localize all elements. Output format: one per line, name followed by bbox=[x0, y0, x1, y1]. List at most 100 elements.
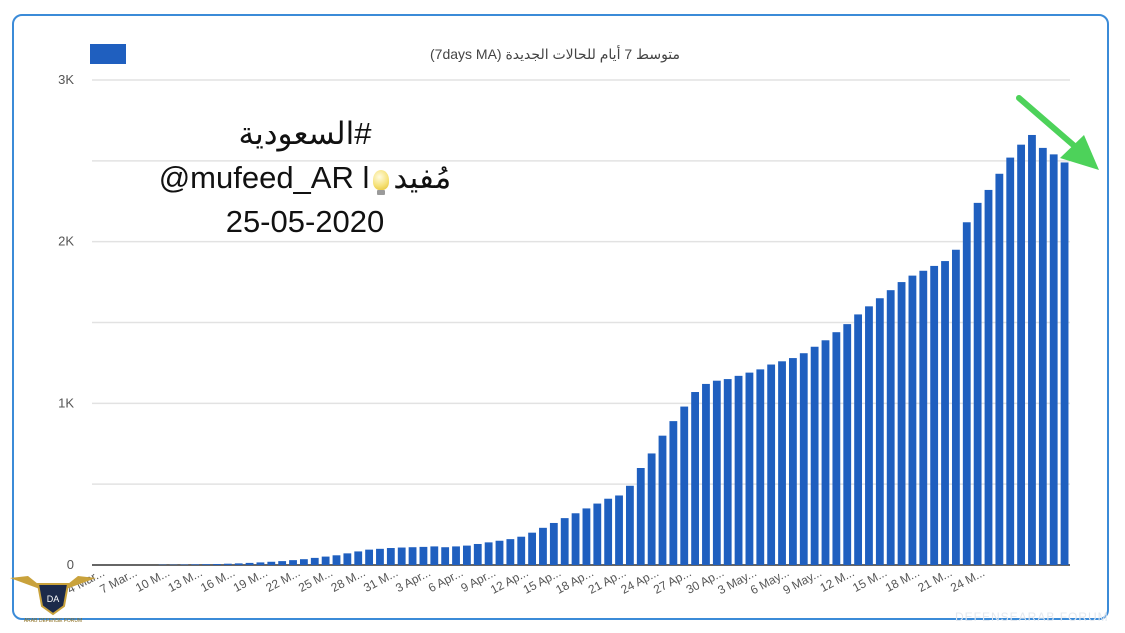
bar[interactable] bbox=[495, 540, 504, 565]
y-axis-ticks: 0 1K 2K 3K bbox=[58, 72, 74, 572]
bar[interactable] bbox=[234, 563, 243, 565]
bar[interactable] bbox=[386, 548, 395, 565]
bar[interactable] bbox=[973, 202, 982, 565]
bar[interactable] bbox=[669, 421, 678, 565]
bar[interactable] bbox=[245, 562, 254, 565]
bar[interactable] bbox=[299, 559, 308, 565]
bar[interactable] bbox=[821, 340, 830, 565]
x-axis-ticks: 4 Mar...7 Mar...10 M...13 M...16 M...19 … bbox=[65, 565, 987, 597]
bar[interactable] bbox=[517, 536, 526, 565]
bar[interactable] bbox=[788, 358, 797, 565]
bar[interactable] bbox=[951, 249, 960, 565]
bar[interactable] bbox=[223, 563, 232, 565]
bar[interactable] bbox=[506, 539, 515, 565]
legend[interactable]: متوسط 7 أيام للحالات الجديدة (7days MA) bbox=[90, 44, 680, 64]
x-tick-label: 10 M... bbox=[133, 565, 172, 595]
bar[interactable] bbox=[462, 545, 471, 565]
bar[interactable] bbox=[256, 562, 265, 565]
y-tick-label: 2K bbox=[58, 234, 74, 249]
bar[interactable] bbox=[267, 561, 276, 565]
twitter-handle: @mufeed_AR l bbox=[158, 160, 370, 195]
date-text: 25-05-2020 bbox=[225, 204, 385, 239]
bar[interactable] bbox=[712, 380, 721, 565]
bar[interactable] bbox=[930, 265, 939, 565]
bar[interactable] bbox=[702, 383, 710, 565]
bar[interactable] bbox=[756, 369, 765, 565]
bar[interactable] bbox=[625, 485, 634, 565]
bar[interactable] bbox=[723, 379, 732, 565]
bar[interactable] bbox=[310, 557, 319, 565]
bar[interactable] bbox=[941, 261, 949, 565]
x-tick-label: 18 M... bbox=[883, 565, 922, 595]
x-tick-label: 31 M... bbox=[361, 565, 400, 595]
bar[interactable] bbox=[832, 332, 841, 565]
bar[interactable] bbox=[767, 364, 776, 565]
bar[interactable] bbox=[376, 548, 384, 565]
x-tick-label: 6 Apr... bbox=[426, 565, 466, 595]
bar[interactable] bbox=[397, 547, 406, 565]
bar[interactable] bbox=[1017, 144, 1026, 566]
bar[interactable] bbox=[691, 392, 700, 565]
bar[interactable] bbox=[365, 549, 374, 565]
bar[interactable] bbox=[854, 314, 863, 565]
bar[interactable] bbox=[734, 375, 743, 565]
bar[interactable] bbox=[658, 435, 667, 565]
bar[interactable] bbox=[332, 555, 341, 565]
hashtag-text: #السعودية bbox=[238, 116, 372, 151]
bar[interactable] bbox=[441, 547, 450, 565]
bar[interactable] bbox=[430, 546, 439, 565]
watermark: DEFENSEARAB FORUM bbox=[955, 610, 1109, 624]
bar[interactable] bbox=[843, 324, 852, 565]
bar[interactable] bbox=[1060, 162, 1069, 565]
bar[interactable] bbox=[680, 406, 689, 565]
bar[interactable] bbox=[202, 564, 211, 565]
bar[interactable] bbox=[919, 270, 928, 565]
bar[interactable] bbox=[354, 551, 363, 565]
bar[interactable] bbox=[473, 543, 482, 565]
bar[interactable] bbox=[886, 290, 895, 565]
bar[interactable] bbox=[875, 298, 884, 565]
svg-text:DA: DA bbox=[47, 594, 60, 604]
bar[interactable] bbox=[799, 353, 808, 565]
bar[interactable] bbox=[571, 513, 580, 565]
bar[interactable] bbox=[213, 564, 221, 565]
bar[interactable] bbox=[582, 508, 591, 565]
x-tick-label: 28 M... bbox=[329, 565, 368, 595]
trend-arrow-icon bbox=[1016, 95, 1099, 170]
bar[interactable] bbox=[995, 173, 1004, 565]
bar[interactable] bbox=[745, 372, 754, 565]
bar[interactable] bbox=[191, 564, 200, 565]
bar[interactable] bbox=[778, 361, 786, 565]
bar[interactable] bbox=[647, 453, 656, 565]
bar[interactable] bbox=[962, 222, 971, 565]
bar[interactable] bbox=[452, 546, 460, 565]
bar[interactable] bbox=[278, 561, 287, 565]
bar[interactable] bbox=[1028, 134, 1036, 565]
bar[interactable] bbox=[908, 275, 917, 565]
bar[interactable] bbox=[549, 522, 558, 565]
bar[interactable] bbox=[484, 542, 493, 565]
bar[interactable] bbox=[604, 498, 613, 565]
bar[interactable] bbox=[528, 532, 537, 565]
bar[interactable] bbox=[810, 346, 819, 565]
bar[interactable] bbox=[289, 560, 297, 565]
bar[interactable] bbox=[593, 503, 602, 565]
bar[interactable] bbox=[343, 553, 352, 565]
bar[interactable] bbox=[897, 282, 906, 565]
bar[interactable] bbox=[321, 556, 330, 565]
x-tick-label: 3 Apr... bbox=[393, 565, 433, 595]
bar[interactable] bbox=[615, 495, 623, 565]
bar[interactable] bbox=[1049, 154, 1058, 565]
bar[interactable] bbox=[419, 546, 428, 565]
bar[interactable] bbox=[1006, 157, 1015, 565]
bar[interactable] bbox=[1038, 147, 1047, 565]
legend-swatch bbox=[90, 44, 126, 64]
bar[interactable] bbox=[408, 547, 417, 565]
bar[interactable] bbox=[865, 306, 873, 565]
bar[interactable] bbox=[539, 527, 547, 565]
bar[interactable] bbox=[636, 468, 645, 565]
author-name: مُفيد bbox=[393, 160, 452, 195]
bar[interactable] bbox=[984, 189, 993, 565]
bar[interactable] bbox=[560, 518, 569, 565]
